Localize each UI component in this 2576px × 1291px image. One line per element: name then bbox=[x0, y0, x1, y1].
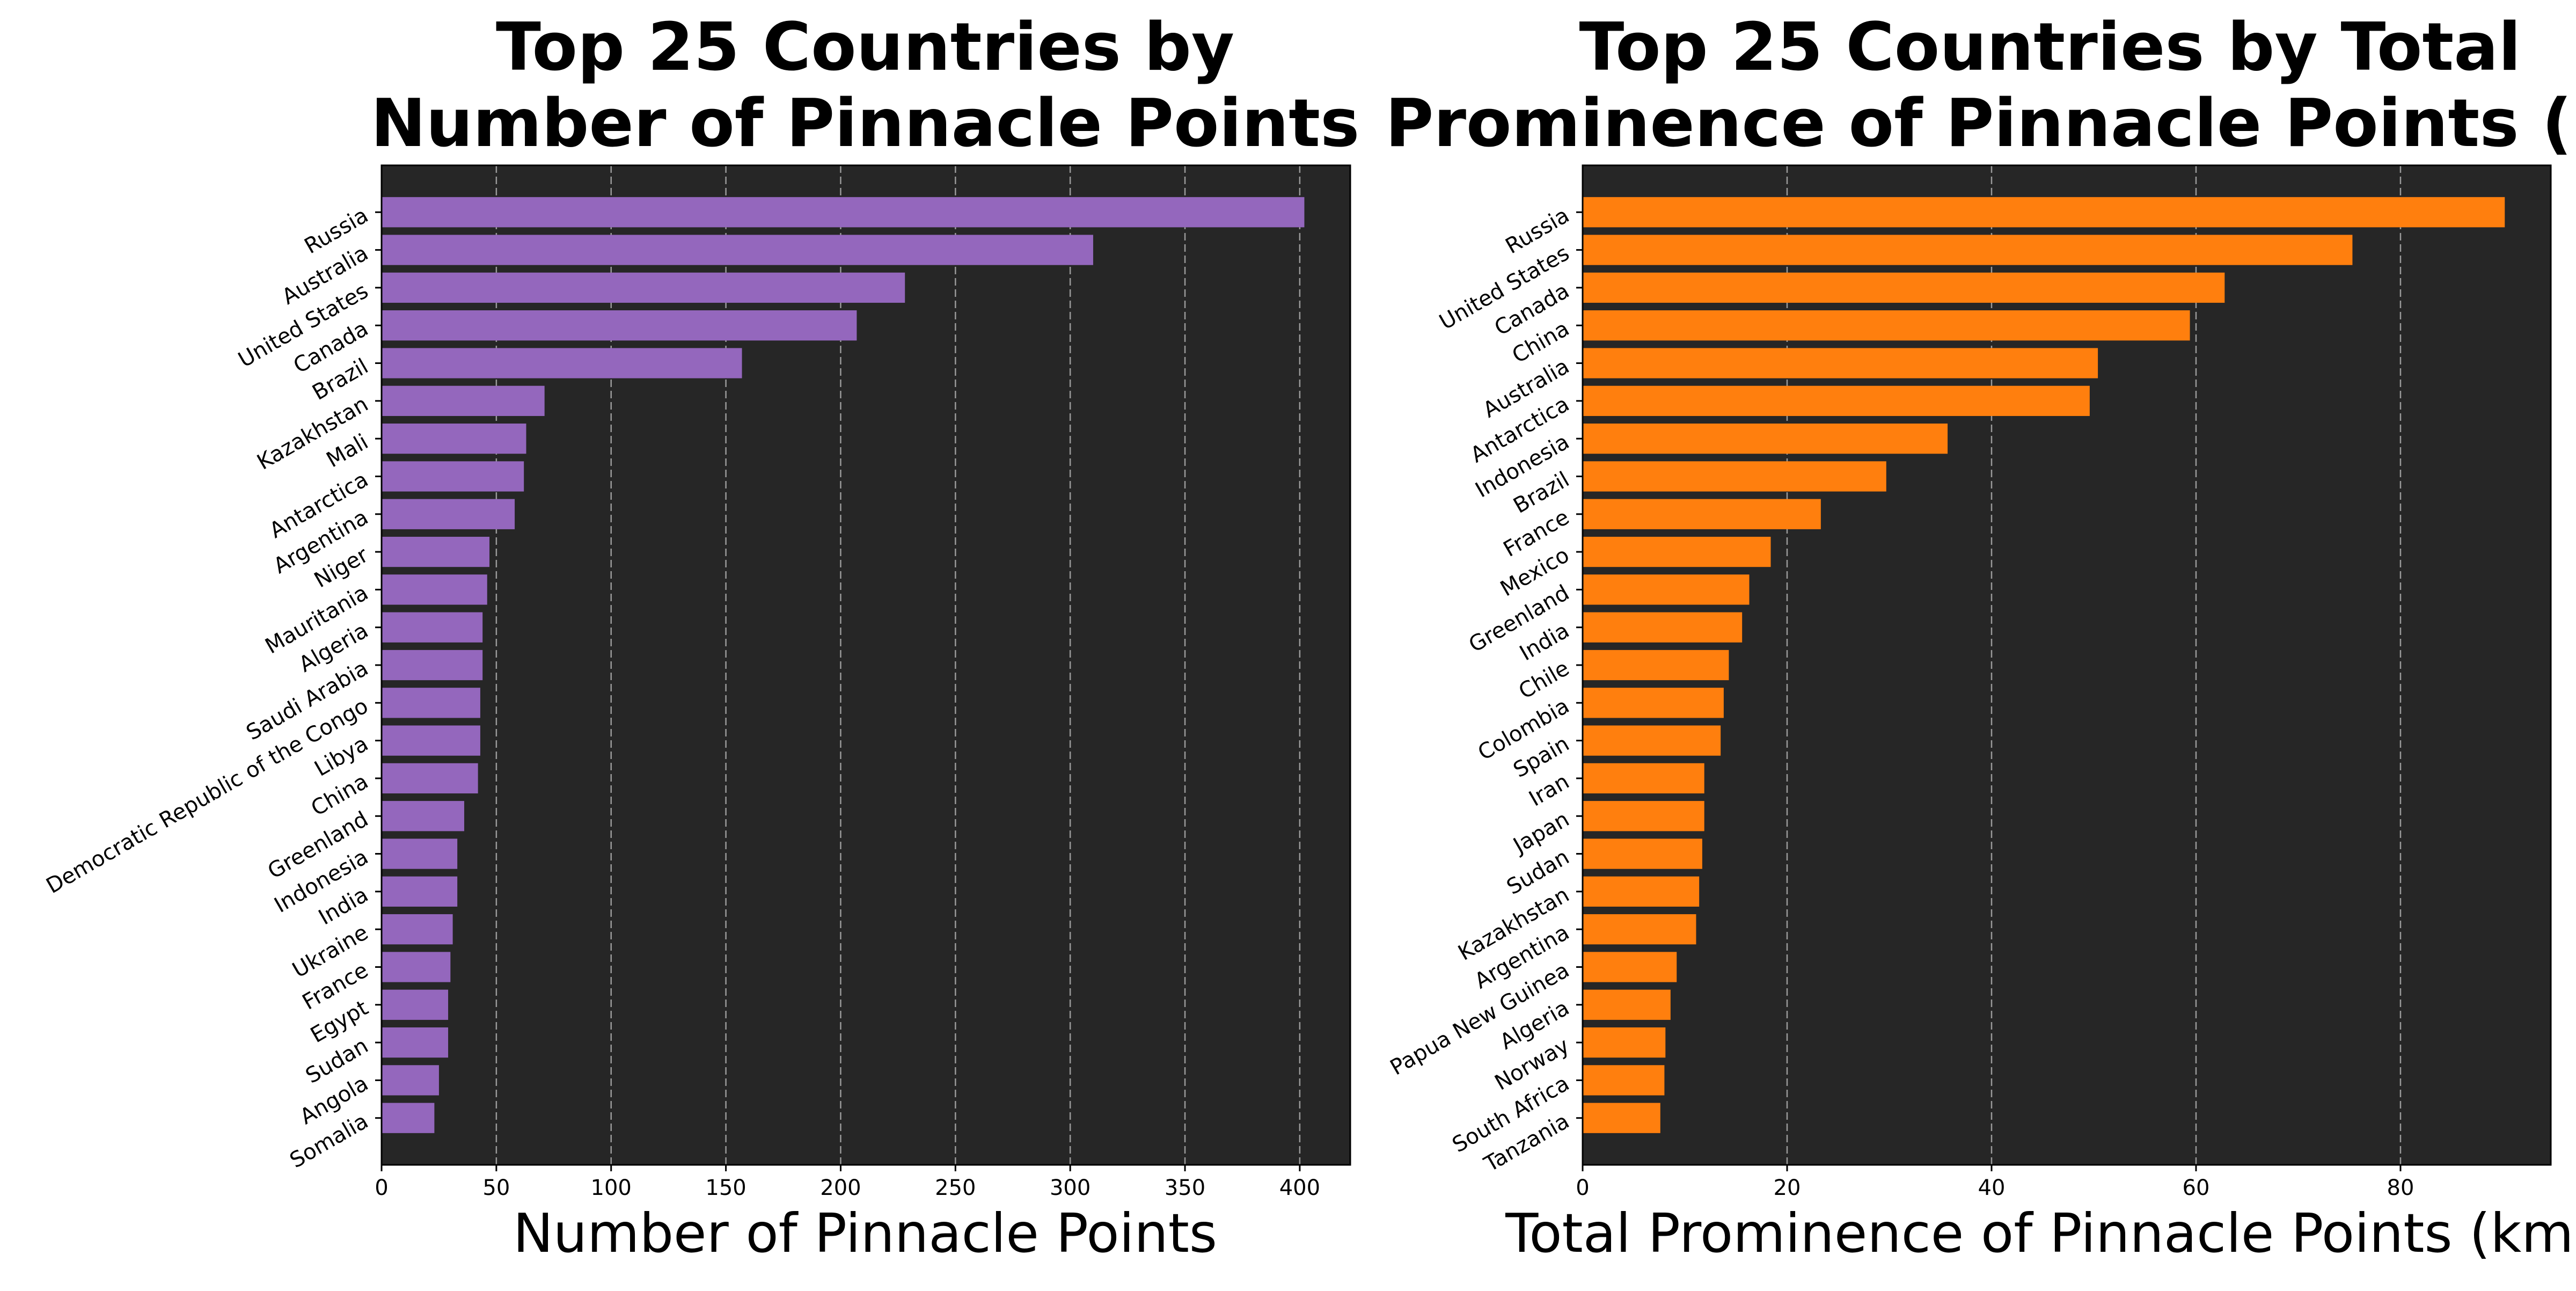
bar bbox=[1583, 1065, 1665, 1096]
x-tick-label: 40 bbox=[1978, 1176, 2006, 1200]
x-axis-label: Number of Pinnacle Points bbox=[513, 1202, 1217, 1265]
bar bbox=[1583, 424, 1948, 454]
bar bbox=[1583, 650, 1729, 681]
bar bbox=[382, 725, 480, 756]
bar bbox=[1583, 574, 1750, 605]
bar bbox=[382, 688, 480, 718]
bar bbox=[1583, 801, 1704, 832]
bar bbox=[382, 272, 905, 303]
bars bbox=[382, 197, 1305, 1133]
bar bbox=[1583, 612, 1743, 643]
bar bbox=[382, 1065, 439, 1096]
bar bbox=[1583, 989, 1671, 1020]
x-tick-label: 80 bbox=[2387, 1176, 2414, 1200]
bar bbox=[1583, 1027, 1666, 1058]
bar bbox=[382, 838, 458, 869]
chart-title-line-1: Top 25 Countries by bbox=[496, 9, 1234, 86]
grid-lines bbox=[1583, 165, 2402, 1165]
bar bbox=[1583, 536, 1771, 567]
x-tick-label: 50 bbox=[482, 1176, 510, 1200]
panel-total-prominence: Top 25 Countries by Total Prominence of … bbox=[1385, 9, 2576, 1265]
bar bbox=[1583, 499, 1821, 529]
bar bbox=[382, 536, 490, 567]
chart-title-line-2: Prominence of Pinnacle Points (km) bbox=[1385, 85, 2576, 162]
bar bbox=[1583, 763, 1704, 794]
bar bbox=[382, 1027, 449, 1058]
bar bbox=[382, 914, 453, 945]
bar bbox=[1583, 310, 2190, 341]
bar bbox=[382, 499, 515, 529]
bar bbox=[382, 235, 1093, 265]
bar bbox=[1583, 461, 1886, 492]
bar bbox=[382, 385, 545, 416]
bar bbox=[1583, 914, 1696, 945]
bar bbox=[1583, 725, 1721, 756]
bar bbox=[382, 952, 451, 982]
x-tick-label: 250 bbox=[935, 1176, 976, 1200]
x-axis-label: Total Prominence of Pinnacle Points (km) bbox=[1505, 1202, 2576, 1265]
bar bbox=[382, 424, 526, 454]
x-tick-label: 0 bbox=[375, 1176, 388, 1200]
bar bbox=[1583, 1103, 1660, 1133]
bar bbox=[1583, 348, 2098, 378]
bar bbox=[382, 612, 483, 643]
chart-title-line-1: Top 25 Countries by Total bbox=[1579, 9, 2521, 86]
x-tick-label: 0 bbox=[1576, 1176, 1589, 1200]
panel-pinnacle-count: Top 25 Countries by Number of Pinnacle P… bbox=[42, 9, 1359, 1265]
bar bbox=[1583, 876, 1700, 907]
x-tick-label: 300 bbox=[1050, 1176, 1091, 1200]
x-tick-label: 20 bbox=[1774, 1176, 1801, 1200]
x-tick-label: 350 bbox=[1165, 1176, 1205, 1200]
bar bbox=[382, 197, 1305, 228]
x-tick-label: 100 bbox=[591, 1176, 632, 1200]
bar bbox=[382, 1103, 435, 1133]
bar bbox=[382, 989, 449, 1020]
chart-title-line-2: Number of Pinnacle Points bbox=[371, 85, 1360, 162]
bar bbox=[382, 461, 524, 492]
x-tick-label: 400 bbox=[1279, 1176, 1320, 1200]
bars bbox=[1583, 197, 2505, 1133]
x-tick-label: 200 bbox=[820, 1176, 861, 1200]
bar bbox=[382, 310, 857, 341]
bar bbox=[1583, 385, 2090, 416]
bar bbox=[382, 650, 483, 681]
bar bbox=[1583, 952, 1677, 982]
bar bbox=[382, 574, 487, 605]
bar bbox=[382, 876, 458, 907]
bar bbox=[1583, 688, 1724, 718]
bar bbox=[1583, 272, 2225, 303]
bar bbox=[382, 801, 464, 832]
x-tick-label: 60 bbox=[2183, 1176, 2210, 1200]
grid-lines bbox=[382, 165, 1301, 1165]
bar bbox=[382, 348, 742, 378]
bar bbox=[1583, 197, 2505, 228]
bar bbox=[1583, 838, 1702, 869]
bar bbox=[1583, 235, 2353, 265]
bar bbox=[382, 763, 478, 794]
x-tick-label: 150 bbox=[705, 1176, 746, 1200]
